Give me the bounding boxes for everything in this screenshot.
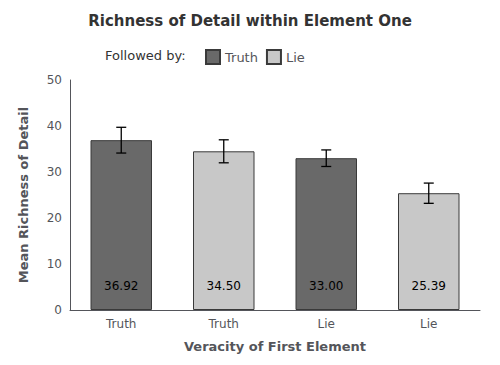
svg-text:25.39: 25.39 xyxy=(412,279,446,293)
svg-text:40: 40 xyxy=(47,119,62,133)
svg-text:50: 50 xyxy=(47,73,62,87)
svg-text:10: 10 xyxy=(47,257,62,271)
svg-text:34.50: 34.50 xyxy=(207,279,241,293)
svg-text:0: 0 xyxy=(54,303,62,317)
svg-text:36.92: 36.92 xyxy=(104,279,138,293)
svg-text:Lie: Lie xyxy=(286,50,305,65)
svg-text:Lie: Lie xyxy=(420,317,437,331)
svg-text:Truth: Truth xyxy=(224,50,258,65)
svg-text:Veracity of First Element: Veracity of First Element xyxy=(184,339,366,354)
svg-text:33.00: 33.00 xyxy=(309,279,343,293)
svg-text:Truth: Truth xyxy=(105,317,136,331)
svg-text:Truth: Truth xyxy=(208,317,239,331)
svg-text:Richness of Detail within Elem: Richness of Detail within Element One xyxy=(88,12,412,30)
svg-text:Mean Richness of Detail: Mean Richness of Detail xyxy=(16,107,31,283)
svg-text:Followed by:: Followed by: xyxy=(105,48,186,63)
svg-text:Lie: Lie xyxy=(318,317,335,331)
svg-text:30: 30 xyxy=(47,165,62,179)
svg-text:20: 20 xyxy=(47,211,62,225)
